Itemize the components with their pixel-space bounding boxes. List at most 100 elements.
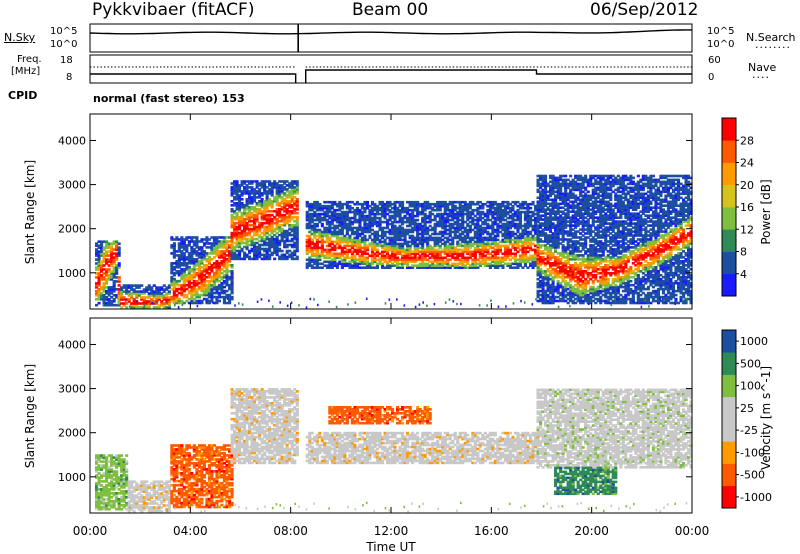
range-gate-cell xyxy=(105,244,109,247)
range-gate-cell xyxy=(401,226,405,230)
range-gate-cell xyxy=(491,226,495,230)
range-gate-cell xyxy=(433,266,437,269)
range-gate-cell xyxy=(295,184,299,187)
range-gate-cell xyxy=(285,202,289,205)
range-gate-cell xyxy=(192,301,196,305)
range-gate-cell xyxy=(373,238,377,242)
range-gate-cell xyxy=(441,260,445,264)
range-gate-cell xyxy=(431,248,435,252)
range-gate-cell xyxy=(107,244,111,247)
range-gate-cell xyxy=(350,238,355,242)
range-gate-cell xyxy=(202,242,207,245)
range-gate-cell xyxy=(147,294,151,297)
range-gate-cell xyxy=(283,198,287,201)
range-gate-cell xyxy=(368,214,372,218)
range-gate-cell xyxy=(473,264,477,267)
range-gate-cell xyxy=(283,221,287,225)
range-gate-cell xyxy=(230,239,234,243)
range-gate-cell xyxy=(498,202,503,206)
range-gate-cell xyxy=(506,228,510,232)
range-gate-cell xyxy=(330,254,334,258)
range-gate-cell xyxy=(283,215,287,219)
range-gate-cell xyxy=(328,250,332,254)
range-gate-cell xyxy=(363,246,367,250)
range-gate-cell xyxy=(127,292,131,295)
range-gate-cell xyxy=(521,234,525,238)
range-gate-cell xyxy=(534,260,538,264)
range-gate-cell xyxy=(265,225,269,229)
range-gate-cell xyxy=(481,230,485,234)
range-gate-cell xyxy=(421,202,425,206)
range-gate-cell xyxy=(403,216,407,220)
range-gate-cell xyxy=(468,200,472,204)
range-gate-cell xyxy=(446,206,450,210)
range-gate-cell xyxy=(375,238,380,242)
range-gate-cell xyxy=(228,250,232,253)
range-gate-cell xyxy=(238,241,242,245)
range-gate-cell xyxy=(140,290,144,293)
range-gate-cell xyxy=(240,202,244,205)
range-gate-cell xyxy=(112,274,116,277)
range-gate-cell xyxy=(110,300,114,303)
range-gate-cell xyxy=(258,184,262,187)
range-gate-cell xyxy=(100,276,104,279)
range-gate-cell xyxy=(313,224,317,228)
range-gate-cell xyxy=(360,202,365,206)
range-gate-cell xyxy=(137,292,141,295)
range-gate-cell xyxy=(478,248,482,252)
range-gate-cell xyxy=(443,228,447,232)
range-gate-cell xyxy=(370,244,375,248)
range-gate-cell xyxy=(471,212,475,216)
range-gate-cell xyxy=(258,190,262,193)
range-gate-cell xyxy=(421,230,425,234)
range-gate-cell xyxy=(190,250,194,253)
range-gate-cell xyxy=(197,287,202,291)
range-gate-cell xyxy=(501,260,505,264)
range-gate-cell xyxy=(401,250,405,254)
range-gate-cell xyxy=(383,248,387,252)
range-gate-cell xyxy=(466,246,470,250)
range-gate-cell xyxy=(230,225,234,229)
range-gate-cell xyxy=(340,202,344,206)
range-gate-cell xyxy=(192,262,196,265)
range-gate-cell xyxy=(210,244,214,247)
range-gate-cell xyxy=(265,215,269,219)
range-gate-cell xyxy=(295,202,299,205)
range-gate-cell xyxy=(531,266,535,269)
range-gate-cell xyxy=(293,204,297,207)
range-gate-cell xyxy=(207,271,212,275)
range-gate-cell xyxy=(511,224,515,228)
range-gate-cell xyxy=(117,284,121,287)
range-gate-cell xyxy=(516,226,520,230)
range-gate-cell xyxy=(200,273,204,277)
range-gate-cell xyxy=(516,228,520,232)
range-gate-cell xyxy=(180,285,184,289)
range-gate-cell xyxy=(360,256,365,260)
range-gate-cell xyxy=(238,184,242,187)
range-gate-cell xyxy=(534,264,538,267)
range-gate-cell xyxy=(157,286,161,289)
range-gate-cell xyxy=(398,238,402,242)
range-gate-cell xyxy=(308,244,312,248)
range-gate-cell xyxy=(461,224,465,228)
range-gate-cell xyxy=(340,218,344,222)
range-gate-cell xyxy=(529,202,533,206)
range-gate-cell xyxy=(343,222,347,226)
range-gate-cell xyxy=(212,250,217,253)
range-gate-cell xyxy=(473,258,477,262)
range-gate-cell xyxy=(501,266,505,269)
range-gate-cell xyxy=(250,213,254,217)
range-gate-cell xyxy=(365,260,370,264)
range-gate-cell xyxy=(248,257,252,261)
range-gate-cell xyxy=(172,277,176,281)
range-gate-cell xyxy=(363,240,367,244)
range-gate-cell xyxy=(250,219,254,223)
range-gate-cell xyxy=(348,260,352,264)
range-gate-cell xyxy=(431,218,435,222)
range-gate-cell xyxy=(243,188,247,191)
range-gate-cell xyxy=(105,252,109,255)
range-gate-cell xyxy=(258,182,262,185)
range-gate-cell xyxy=(396,232,400,236)
range-gate-cell xyxy=(310,240,314,244)
range-gate-cell xyxy=(488,256,492,260)
